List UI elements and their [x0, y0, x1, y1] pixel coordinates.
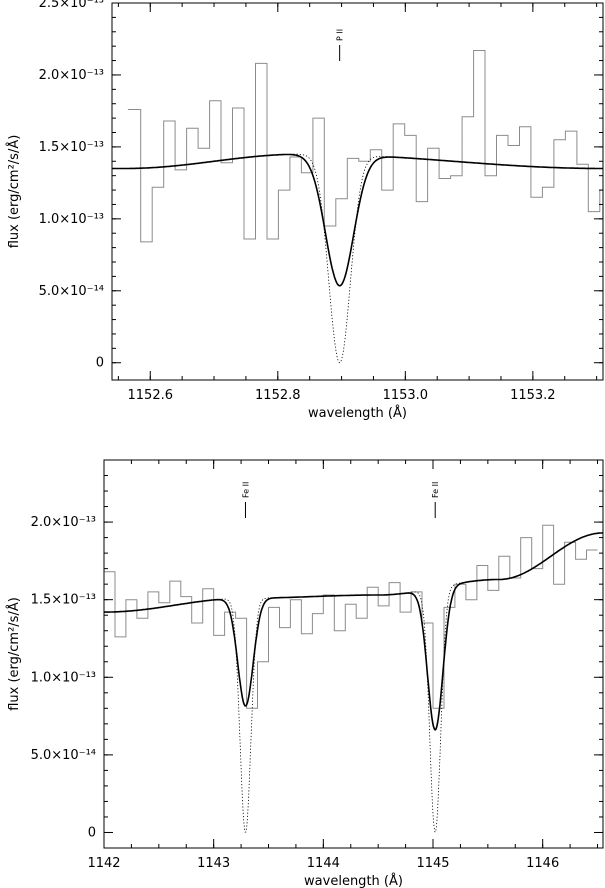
y-tick-label: 5.0×10⁻¹⁴: [39, 284, 104, 299]
plot-area: [112, 50, 603, 363]
plot-area: [104, 524, 603, 833]
x-tick-label: 1153.2: [510, 388, 556, 403]
y-tick-label: 5.0×10⁻¹⁴: [31, 748, 96, 763]
x-tick-label: 1153.0: [383, 388, 429, 403]
x-tick-label: 1144: [307, 856, 340, 871]
fitted-profile: [104, 532, 603, 731]
y-tick-label: 1.0×10⁻¹³: [39, 212, 104, 227]
intrinsic-profile: [112, 153, 603, 363]
y-tick-label: 0: [96, 356, 104, 371]
panel-2: Fe II Fe II 1142 1143 1144 1145 1146 0 5.0×10⁻¹⁴…: [6, 459, 604, 888]
x-axis-label: wavelength (Å): [304, 873, 403, 888]
intrinsic-profile: [104, 532, 603, 833]
y-axis-label: flux (erg/cm²/s/Å): [6, 135, 22, 249]
y-axis-label: flux (erg/cm²/s/Å): [6, 597, 22, 711]
line-label: Fe II: [431, 482, 440, 498]
y-tick-label: 1.0×10⁻¹³: [31, 670, 96, 685]
line-label: P II: [336, 29, 345, 41]
x-axis-label: wavelength (Å): [308, 405, 407, 421]
line-label: Fe II: [241, 482, 250, 498]
x-tick-label: 1145: [416, 856, 449, 871]
observed-spectrum: [127, 50, 603, 243]
y-tick-label: 0: [88, 825, 96, 840]
y-tick-label: 2.5×10⁻¹³: [39, 0, 104, 11]
observed-spectrum: [104, 524, 598, 709]
x-tick-label: 1142: [87, 856, 120, 871]
panel-1: P II 1152.6 1152.8 1153.0 1153.2 0 5.0×10⁻¹⁴ 1.…: [6, 0, 604, 421]
fitted-profile: [112, 153, 603, 287]
x-tick-label: 1146: [526, 856, 559, 871]
x-tick-label: 1152.8: [255, 388, 301, 403]
x-tick-label: 1143: [197, 856, 230, 871]
x-tick-label: 1152.6: [128, 388, 174, 403]
y-tick-label: 1.5×10⁻¹³: [31, 593, 96, 608]
y-tick-label: 1.5×10⁻¹³: [39, 140, 104, 155]
y-tick-label: 2.0×10⁻¹³: [31, 515, 96, 530]
y-tick-label: 2.0×10⁻¹³: [39, 68, 104, 83]
plot-frame: [103, 459, 604, 849]
plot-frame: [111, 2, 604, 381]
